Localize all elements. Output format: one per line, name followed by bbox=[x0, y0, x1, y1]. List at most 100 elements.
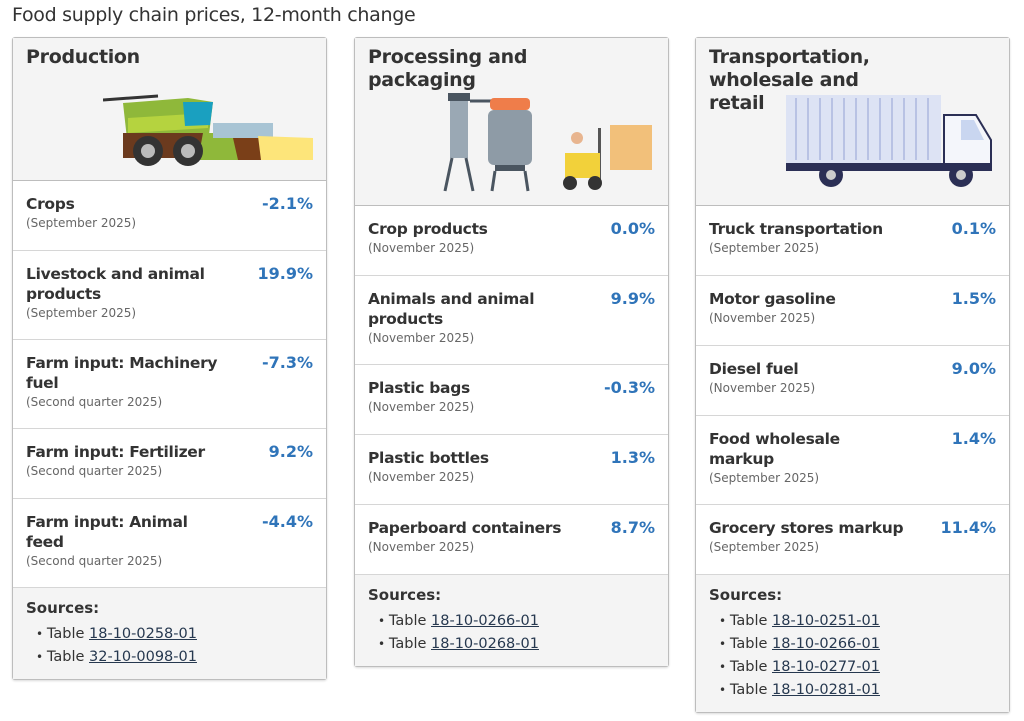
source-link[interactable]: 18-10-0258-01 bbox=[89, 626, 197, 642]
source-link[interactable]: 32-10-0098-01 bbox=[89, 649, 197, 665]
table-prefix: Table bbox=[729, 613, 768, 629]
source-item: Table 18-10-0268-01 bbox=[368, 633, 655, 656]
item-period: (Second quarter 2025) bbox=[26, 554, 163, 568]
sources: Sources: Table 18-10-0251-01 Table 18-10… bbox=[696, 574, 1009, 712]
card-processing: Processing and packaging Crop products (N… bbox=[354, 37, 669, 667]
list-item: Plastic bottles (November 2025) 1.3% bbox=[355, 435, 668, 505]
card-production: Production Crops (September 2025) -2.1% Li… bbox=[12, 37, 327, 680]
item-period: (September 2025) bbox=[709, 471, 820, 485]
item-value: 11.4% bbox=[940, 518, 996, 537]
table-prefix: Table bbox=[46, 626, 85, 642]
card-transportation: Transportation, wholesale and retail Tru… bbox=[695, 37, 1010, 713]
sources-label: Sources: bbox=[709, 586, 783, 604]
list-item: Farm input: Machinery fuel (Second quarte… bbox=[13, 340, 326, 429]
table-prefix: Table bbox=[729, 682, 768, 698]
sources-label: Sources: bbox=[368, 586, 442, 604]
card-title: Processing and packaging bbox=[368, 46, 528, 91]
item-label: Grocery stores markup bbox=[709, 519, 904, 537]
list-item: Farm input: Animal feed (Second quarter 2… bbox=[13, 499, 326, 588]
list-item: Animals and animal products (November 202… bbox=[355, 276, 668, 365]
item-period: (September 2025) bbox=[709, 241, 820, 255]
list: Crops (September 2025) -2.1% Livestock and… bbox=[13, 181, 326, 588]
table-prefix: Table bbox=[388, 613, 427, 629]
table-prefix: Table bbox=[729, 636, 768, 652]
item-period: (September 2025) bbox=[709, 540, 820, 554]
item-value: -2.1% bbox=[261, 194, 313, 213]
item-period: (November 2025) bbox=[709, 311, 816, 325]
list-item: Diesel fuel (November 2025) 9.0% bbox=[696, 346, 1009, 416]
list-item: Food wholesale markup (September 2025) 1.4… bbox=[696, 416, 1009, 505]
list: Truck transportation (September 2025) 0.1%… bbox=[696, 206, 1009, 575]
card-header: Transportation, wholesale and retail bbox=[696, 38, 1009, 206]
item-label: Crops bbox=[26, 195, 75, 213]
sources: Sources: Table 18-10-0266-01 Table 18-10… bbox=[355, 574, 668, 666]
source-link[interactable]: 18-10-0266-01 bbox=[431, 613, 539, 629]
list-item: Crop products (November 2025) 0.0% bbox=[355, 206, 668, 276]
card-header: Production bbox=[13, 38, 326, 181]
item-value: 8.7% bbox=[610, 518, 655, 537]
source-link[interactable]: 18-10-0266-01 bbox=[772, 636, 880, 652]
page-title: Food supply chain prices, 12-month chang… bbox=[12, 4, 416, 26]
source-item: Table 18-10-0251-01 bbox=[709, 610, 996, 633]
item-period: (November 2025) bbox=[709, 381, 816, 395]
sources: Sources: Table 18-10-0258-01 Table 32-10… bbox=[13, 587, 326, 679]
source-item: Table 18-10-0281-01 bbox=[709, 679, 996, 702]
item-label: Farm input: Animal feed bbox=[26, 513, 188, 551]
source-item: Table 18-10-0266-01 bbox=[709, 633, 996, 656]
item-label: Paperboard containers bbox=[368, 519, 562, 537]
list-item: Livestock and animal products (September … bbox=[13, 251, 326, 340]
item-period: (November 2025) bbox=[368, 400, 475, 414]
item-value: 0.0% bbox=[610, 219, 655, 238]
source-item: Table 18-10-0266-01 bbox=[368, 610, 655, 633]
card-title: Transportation, wholesale and retail bbox=[709, 46, 870, 114]
item-period: (September 2025) bbox=[26, 306, 137, 320]
source-item: Table 32-10-0098-01 bbox=[26, 646, 313, 669]
truck-icon bbox=[786, 95, 992, 187]
source-item: Table 18-10-0277-01 bbox=[709, 656, 996, 679]
table-prefix: Table bbox=[388, 636, 427, 652]
item-value: 9.9% bbox=[610, 289, 655, 308]
item-label: Plastic bottles bbox=[368, 449, 489, 467]
item-label: Diesel fuel bbox=[709, 360, 799, 378]
item-value: 1.3% bbox=[610, 448, 655, 467]
source-link[interactable]: 18-10-0251-01 bbox=[772, 613, 880, 629]
item-period: (November 2025) bbox=[368, 470, 475, 484]
list-item: Truck transportation (September 2025) 0.1% bbox=[696, 206, 1009, 276]
item-period: (Second quarter 2025) bbox=[26, 395, 163, 409]
list-item: Plastic bags (November 2025) -0.3% bbox=[355, 365, 668, 435]
item-period: (November 2025) bbox=[368, 241, 475, 255]
combine-harvester-icon bbox=[103, 94, 313, 166]
list: Crop products (November 2025) 0.0% Animals… bbox=[355, 206, 668, 575]
source-item: Table 18-10-0258-01 bbox=[26, 623, 313, 646]
item-value: 1.5% bbox=[951, 289, 996, 308]
card-header: Processing and packaging bbox=[355, 38, 668, 206]
item-label: Animals and animal products bbox=[368, 290, 535, 328]
list-item: Farm input: Fertilizer (Second quarter 20… bbox=[13, 429, 326, 499]
item-value: 9.2% bbox=[268, 442, 313, 461]
item-value: -7.3% bbox=[261, 353, 313, 372]
item-period: (November 2025) bbox=[368, 540, 475, 554]
list-item: Motor gasoline (November 2025) 1.5% bbox=[696, 276, 1009, 346]
item-label: Livestock and animal products bbox=[26, 265, 205, 303]
item-label: Food wholesale markup bbox=[709, 430, 840, 468]
item-label: Farm input: Fertilizer bbox=[26, 443, 205, 461]
item-period: (November 2025) bbox=[368, 331, 475, 345]
source-link[interactable]: 18-10-0268-01 bbox=[431, 636, 539, 652]
source-link[interactable]: 18-10-0277-01 bbox=[772, 659, 880, 675]
table-prefix: Table bbox=[46, 649, 85, 665]
item-period: (Second quarter 2025) bbox=[26, 464, 163, 478]
item-period: (September 2025) bbox=[26, 216, 137, 230]
factory-forklift-icon bbox=[443, 93, 652, 192]
card-title: Production bbox=[26, 46, 140, 68]
list-item: Grocery stores markup (September 2025) 11.… bbox=[696, 505, 1009, 575]
source-link[interactable]: 18-10-0281-01 bbox=[772, 682, 880, 698]
item-label: Plastic bags bbox=[368, 379, 470, 397]
sources-label: Sources: bbox=[26, 599, 100, 617]
table-prefix: Table bbox=[729, 659, 768, 675]
item-value: -4.4% bbox=[261, 512, 313, 531]
item-value: 1.4% bbox=[951, 429, 996, 448]
item-value: 19.9% bbox=[257, 264, 313, 283]
item-label: Truck transportation bbox=[709, 220, 883, 238]
item-value: 9.0% bbox=[951, 359, 996, 378]
item-label: Crop products bbox=[368, 220, 488, 238]
